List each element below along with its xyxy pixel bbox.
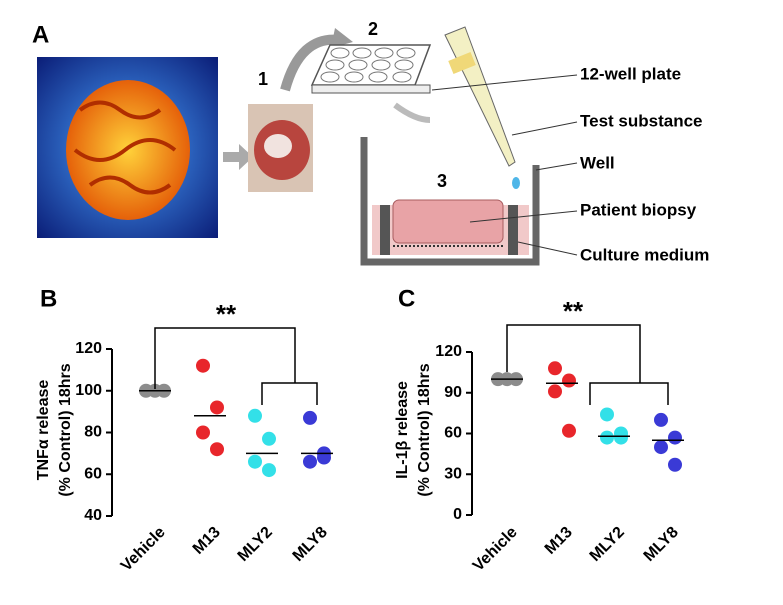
data-point [303, 454, 317, 469]
data-point [196, 358, 210, 373]
y-tick-label: 40 [84, 507, 102, 524]
y-tick-label: 100 [75, 382, 102, 399]
significance-bracket [261, 382, 318, 405]
significance-bracket [589, 382, 669, 405]
data-point [303, 410, 317, 425]
insert [508, 205, 518, 255]
data-point [562, 373, 576, 388]
pipette-band [448, 52, 476, 74]
y-axis-label: (% Control) 18hrs [416, 363, 433, 496]
x-tick-label: M13 [190, 524, 224, 558]
data-point [210, 400, 224, 415]
diagram-label: Culture medium [580, 245, 709, 264]
arrow [393, 102, 431, 123]
y-tick-label: 0 [453, 506, 462, 523]
y-tick-label: 120 [435, 343, 462, 360]
insert [380, 205, 390, 255]
panel-label: A [32, 21, 49, 48]
y-tick-label: 80 [84, 424, 102, 441]
data-point [248, 408, 262, 423]
diagram-label: Patient biopsy [580, 200, 697, 219]
plate-side [311, 84, 431, 94]
x-tick-label: MLY8 [290, 524, 331, 565]
intestine-folds [73, 100, 177, 195]
data-point [262, 431, 276, 446]
significance-bracket [506, 324, 641, 383]
data-point [668, 457, 682, 472]
y-tick-label: 60 [444, 425, 462, 442]
y-axis-label: (% Control) 18hrs [57, 363, 74, 496]
diagram-label: 12-well plate [580, 64, 681, 83]
step-label: 3 [437, 171, 447, 191]
x-tick-label: MLY2 [587, 524, 628, 565]
data-point [654, 440, 668, 455]
data-point [262, 463, 276, 478]
x-tick-label: Vehicle [470, 524, 521, 575]
data-point [668, 430, 682, 445]
y-tick-label: 120 [75, 340, 102, 357]
y-axis-label: TNFα release [35, 380, 52, 481]
x-tick-label: MLY2 [235, 524, 276, 565]
x-tick-label: M13 [542, 524, 576, 558]
data-point [548, 384, 562, 399]
pipette [444, 26, 516, 167]
arrow-head [331, 28, 353, 48]
droplet [512, 177, 520, 189]
x-tick-label: MLY8 [641, 524, 682, 565]
y-tick-label: 30 [444, 465, 462, 482]
leader-lines [431, 74, 578, 256]
x-tick-label: Vehicle [118, 524, 169, 575]
diagram-label: Well [580, 153, 615, 172]
wells [320, 47, 416, 83]
step-label: 1 [258, 69, 268, 89]
y-tick-label: 90 [444, 384, 462, 401]
significance-label: ** [563, 296, 584, 326]
data-point [562, 423, 576, 438]
well [360, 137, 540, 266]
panel-label: C [398, 285, 415, 312]
y-tick-label: 60 [84, 465, 102, 482]
biopsy-tissue [392, 199, 504, 244]
significance-bracket [154, 327, 296, 389]
panel-label: B [40, 285, 57, 312]
data-point [196, 425, 210, 440]
diagram-label: Test substance [580, 111, 703, 130]
data-point [600, 430, 614, 445]
data-point [600, 407, 614, 422]
data-point [654, 412, 668, 427]
data-point [210, 442, 224, 457]
significance-label: ** [216, 299, 237, 329]
arrow [223, 144, 253, 170]
y-axis-label: IL-1β release [394, 381, 411, 479]
data-point [248, 454, 262, 469]
data-point [614, 430, 628, 445]
data-point [548, 361, 562, 376]
step-label: 2 [368, 19, 378, 39]
biopsy-highlight [264, 134, 292, 158]
arrow [280, 34, 341, 92]
